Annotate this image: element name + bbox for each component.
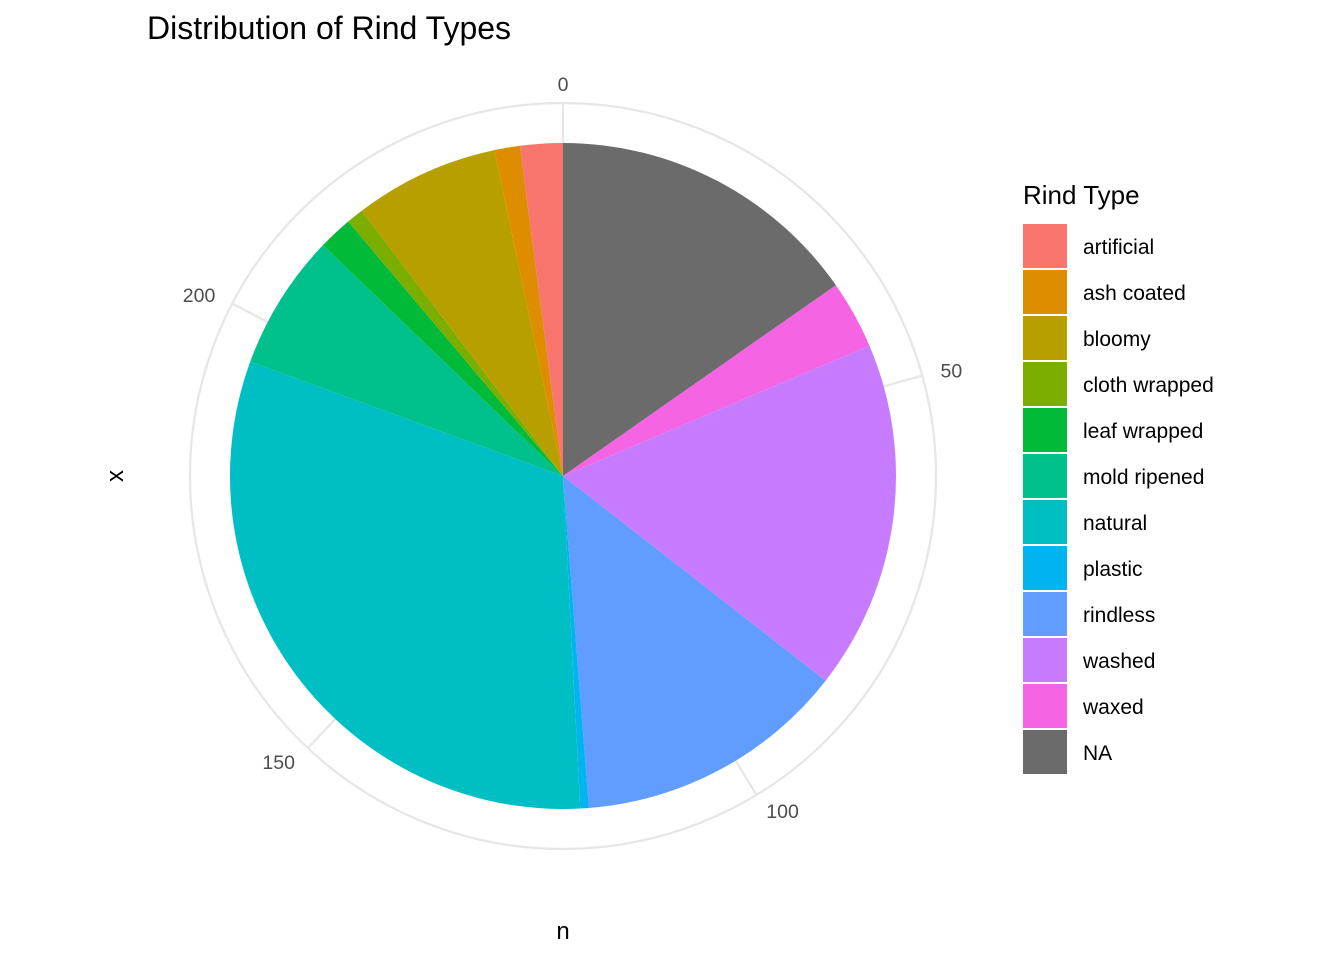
legend-items: artificial ash coated bloomy cloth wrapped l… [1023,224,1214,774]
pie-slice-artificial [519,143,563,476]
pie-slice-natural [230,361,581,809]
legend-label-artificial: artificial [1083,236,1154,259]
y-axis-title: x [102,470,129,482]
legend-label-bloomy: bloomy [1083,328,1151,351]
legend-key-waxed [1023,684,1067,728]
legend-key-leaf-wrapped [1023,408,1067,452]
legend-key-bloomy [1023,316,1067,360]
legend-label-waxed: waxed [1082,696,1144,719]
grid-spoke [307,718,337,749]
legend-key-artificial [1023,224,1067,268]
legend-label-rindless: rindless [1083,604,1155,627]
legend-label-washed: washed [1082,650,1155,673]
grid-spoke [883,374,923,388]
theta-tick-label: 0 [558,74,569,96]
theta-tick-labels: 0 50 100 150 200 [183,74,963,823]
pie-slice-cloth-wrapped [348,210,563,476]
grid-spoke [231,302,269,324]
pie-slice-rindless [563,476,826,808]
pie-slice-ash-coated [494,145,563,476]
pie-slice-bloomy [361,150,563,476]
pie-slice-plastic [563,476,589,809]
legend-key-plastic [1023,546,1067,590]
legend-label-leaf-wrapped: leaf wrapped [1083,420,1203,443]
pie-slice-washed [563,345,897,681]
legend-key-cloth-wrapped [1023,362,1067,406]
pie-slice-mold-ripened [250,245,564,476]
legend-key-mold-ripened [1023,454,1067,498]
chart-title: Distribution of Rind Types [147,10,511,46]
pie-slices [230,143,897,809]
legend-key-ash-coated [1023,270,1067,314]
legend-label-cloth-wrapped: cloth wrapped [1083,374,1214,397]
grid-spoke [734,760,758,796]
pie-slice-waxed [563,285,870,476]
theta-tick-label: 100 [766,801,799,823]
legend-label-ash-coated: ash coated [1083,282,1186,305]
legend-key-washed [1023,638,1067,682]
theta-tick-label: 150 [262,752,295,774]
legend-label-natural: natural [1083,512,1147,535]
legend-label-mold-ripened: mold ripened [1083,466,1204,489]
polar-grid [188,101,938,851]
theta-tick-label: 50 [941,360,963,382]
legend-title: Rind Type [1023,180,1140,210]
legend-label-plastic: plastic [1083,558,1143,581]
legend-key-natural [1023,500,1067,544]
legend-key-na [1023,730,1067,774]
legend: Rind Type artificial ash coated bloomy clot… [1023,180,1214,774]
legend-key-rindless [1023,592,1067,636]
x-axis-title: n [556,918,569,945]
pie-slice-leaf-wrapped [322,221,563,476]
theta-tick-label: 200 [183,285,216,307]
legend-label-na: NA [1083,742,1112,765]
pie-slice-na [563,143,836,476]
